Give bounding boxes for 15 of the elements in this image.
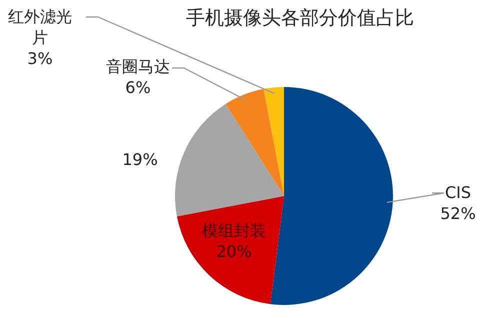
data-label: 19% <box>122 150 158 169</box>
chart-title: 手机摄像头各部分价值占比 <box>186 7 414 29</box>
pie-slice <box>175 104 284 216</box>
data-label: 3% <box>27 49 53 68</box>
slice-label: CIS <box>444 183 472 202</box>
slice-label: 模组封装 <box>202 221 266 240</box>
pie-slice <box>264 87 284 196</box>
slice-label: 音圈马达 <box>106 57 170 76</box>
pie-slice <box>176 196 284 304</box>
data-label: 6% <box>125 78 151 97</box>
slice-label: 红外滤光片 <box>8 7 72 47</box>
pie-slice <box>270 87 393 305</box>
data-label: 20% <box>216 242 252 261</box>
data-label: 52% <box>440 204 476 223</box>
pie-slice <box>226 88 284 196</box>
